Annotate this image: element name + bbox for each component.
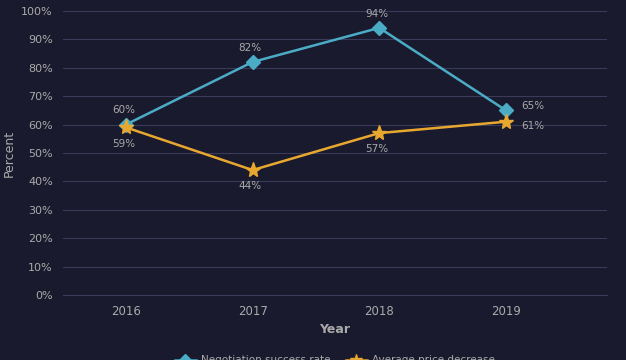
- X-axis label: Year: Year: [319, 324, 351, 337]
- Text: 61%: 61%: [521, 121, 544, 131]
- Y-axis label: Percent: Percent: [3, 130, 16, 176]
- Text: 59%: 59%: [112, 139, 135, 149]
- Legend: Negotiation success rate, Average price decrease: Negotiation success rate, Average price …: [171, 351, 499, 360]
- Text: 60%: 60%: [112, 105, 135, 114]
- Text: 65%: 65%: [521, 101, 544, 111]
- Text: 94%: 94%: [365, 9, 388, 19]
- Text: 44%: 44%: [239, 181, 262, 192]
- Text: 82%: 82%: [239, 44, 262, 54]
- Text: 57%: 57%: [365, 144, 388, 154]
